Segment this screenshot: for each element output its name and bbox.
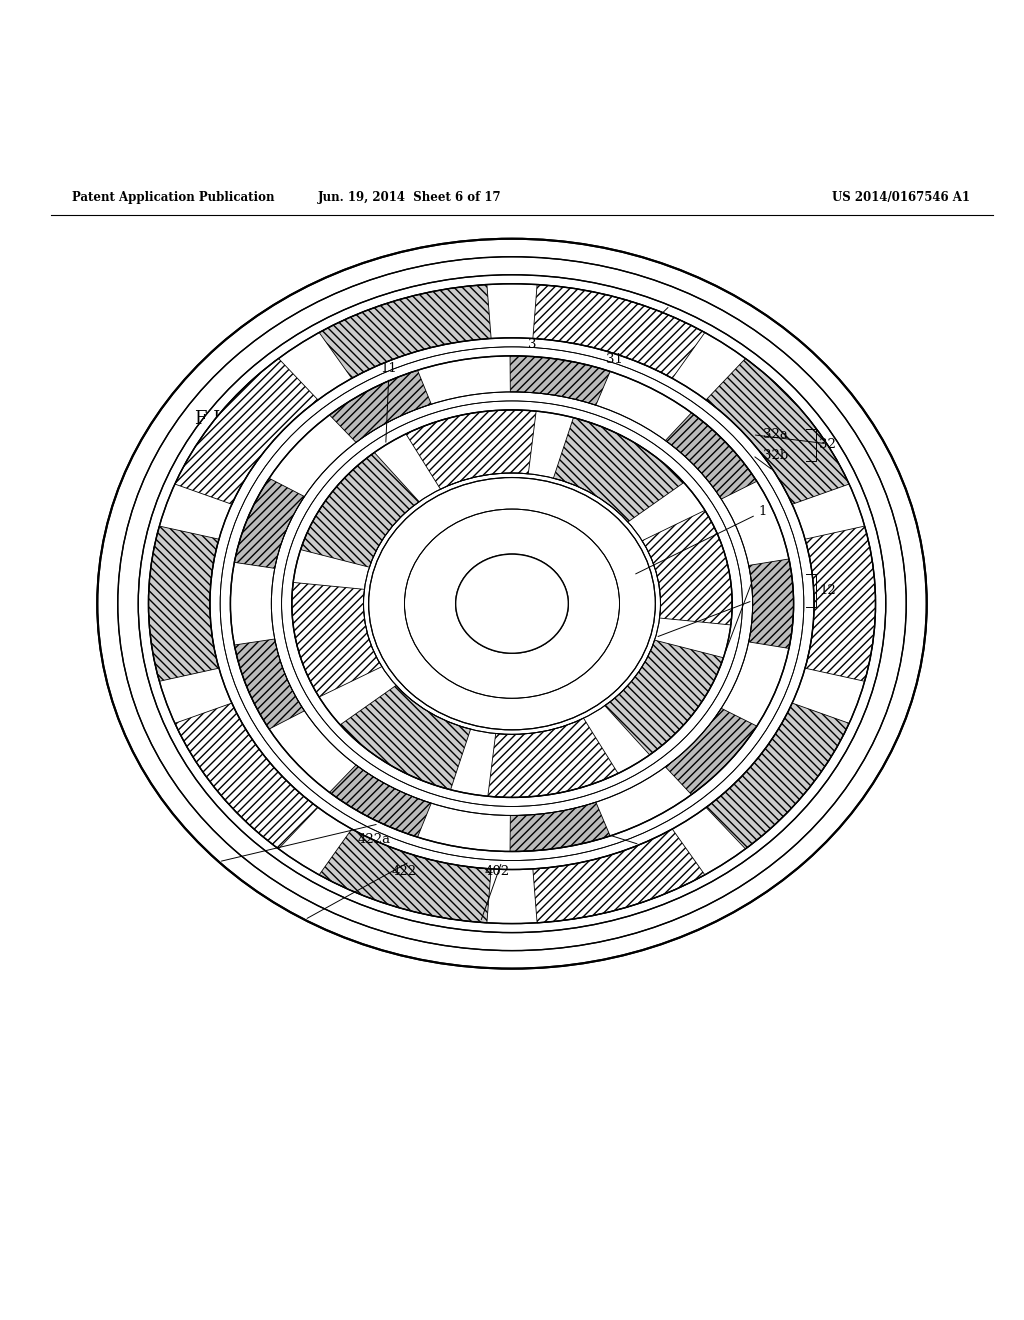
- Text: F I G .  6: F I G . 6: [195, 411, 274, 429]
- Polygon shape: [605, 640, 723, 755]
- Polygon shape: [301, 453, 419, 568]
- Text: 12: 12: [819, 583, 836, 597]
- Polygon shape: [487, 718, 618, 797]
- Polygon shape: [148, 527, 219, 681]
- Text: 32b: 32b: [763, 449, 788, 462]
- Text: Jun. 19, 2014  Sheet 6 of 17: Jun. 19, 2014 Sheet 6 of 17: [317, 191, 502, 205]
- Polygon shape: [175, 704, 318, 849]
- Polygon shape: [406, 411, 537, 490]
- Polygon shape: [706, 359, 849, 504]
- Polygon shape: [642, 511, 732, 624]
- Polygon shape: [175, 359, 318, 504]
- Polygon shape: [292, 582, 382, 697]
- Polygon shape: [532, 829, 705, 923]
- Polygon shape: [805, 527, 876, 681]
- Polygon shape: [749, 558, 794, 648]
- Text: 3: 3: [528, 338, 537, 356]
- Ellipse shape: [97, 239, 927, 969]
- Polygon shape: [340, 685, 471, 789]
- Text: 31: 31: [606, 308, 668, 367]
- Text: 422: 422: [392, 866, 417, 879]
- Text: 32a: 32a: [763, 428, 787, 441]
- Text: 1: 1: [636, 506, 767, 574]
- Polygon shape: [330, 766, 431, 837]
- Polygon shape: [319, 285, 492, 379]
- Polygon shape: [666, 413, 757, 499]
- Polygon shape: [553, 417, 684, 521]
- Polygon shape: [234, 478, 304, 569]
- Polygon shape: [319, 829, 492, 923]
- Polygon shape: [510, 803, 610, 851]
- Polygon shape: [532, 285, 705, 379]
- Polygon shape: [666, 709, 757, 795]
- Text: 421: 421: [566, 833, 591, 846]
- Polygon shape: [330, 370, 431, 442]
- Text: 422a: 422a: [357, 833, 390, 846]
- Text: 11: 11: [381, 362, 397, 442]
- Text: 12a: 12a: [763, 574, 787, 586]
- Polygon shape: [510, 356, 610, 405]
- Text: 402: 402: [484, 866, 509, 879]
- Polygon shape: [706, 704, 849, 849]
- Text: 12b: 12b: [763, 594, 788, 607]
- Ellipse shape: [456, 554, 568, 653]
- Polygon shape: [234, 639, 304, 729]
- Text: US 2014/0167546 A1: US 2014/0167546 A1: [833, 191, 970, 205]
- Text: Patent Application Publication: Patent Application Publication: [72, 191, 274, 205]
- Ellipse shape: [456, 554, 568, 653]
- Text: 32: 32: [819, 438, 836, 451]
